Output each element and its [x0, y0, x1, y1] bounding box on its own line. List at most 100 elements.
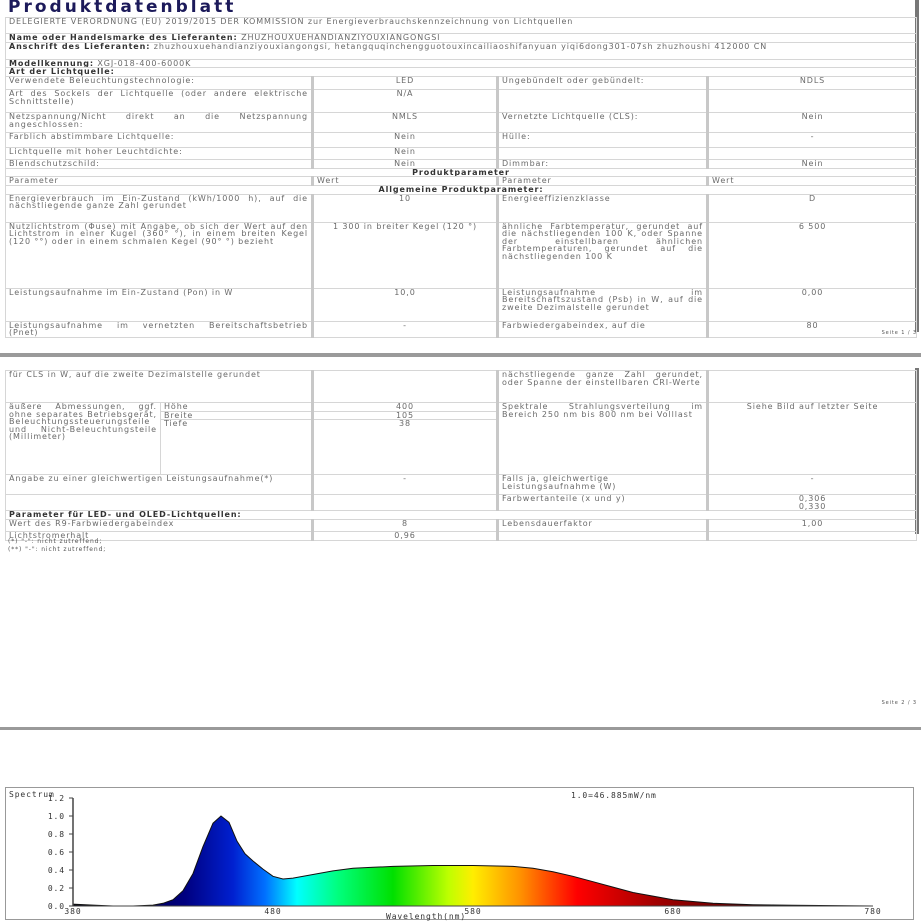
value: 8 — [311, 518, 499, 532]
param: Leistungsaufnahme im vernetzten Bereitsc… — [5, 320, 313, 338]
value: Nein — [311, 132, 498, 149]
col-value: Wert — [311, 176, 498, 186]
y-tick-label: 0.4 — [48, 866, 65, 875]
param: Wert des R9-Farbwiedergabeindex — [4, 518, 314, 532]
value: 10,0 — [311, 287, 498, 322]
footnote-1: (*) "-": nicht zutreffend; — [8, 538, 103, 545]
param: Verwendete Beleuchtungstechnologie: — [5, 76, 313, 91]
value: Nein — [311, 159, 498, 169]
table-row: Verwendete Beleuchtungstechnologie: LED Un… — [5, 76, 918, 91]
chroma-x: 0,306 — [798, 494, 827, 504]
param: Netzspannung/Nicht direkt an die Netzspa… — [5, 112, 313, 134]
value: LED — [311, 76, 498, 91]
value: Nein — [705, 112, 918, 134]
param: Falls ja, gleichwertige Leistungsaufnahm… — [496, 474, 709, 496]
value: Nein — [705, 159, 918, 169]
dim-value: 400 — [311, 402, 499, 412]
y-tick-label: 1.2 — [48, 794, 65, 803]
value: 80 — [705, 320, 918, 338]
value: Siehe Bild auf letzter Seite — [706, 401, 918, 476]
param: Art des Sockels der Lichtquelle (oder an… — [5, 89, 313, 114]
param: Hülle: — [496, 132, 708, 149]
param: Lebensdauerfaktor — [496, 518, 709, 532]
table-row: Blendschutzschild: Nein Dimmbar: Nein — [5, 159, 918, 169]
y-axis-label: Spectrum — [9, 790, 55, 799]
value: - — [311, 320, 498, 338]
col-value: Wert — [705, 176, 918, 186]
supplier-value: ZHUZHOUXUEHANDIANZIYOUXIANGONGSI — [241, 33, 441, 42]
page-title: Produktdatenblatt — [8, 0, 237, 17]
x-axis-label: Wavelength(nm) — [386, 912, 466, 921]
col-param: Parameter — [496, 176, 708, 186]
spectrum-area — [72, 815, 874, 907]
param: Dimmbar: — [496, 159, 708, 169]
param: Leistungsaufnahme im Bereitschaftszustan… — [496, 287, 708, 322]
table-row: Nutzlichtstrom (Φuse) mit Angabe, ob sic… — [5, 221, 918, 289]
value: N/A — [311, 89, 498, 114]
dim-value: 38 — [311, 419, 499, 476]
x-tick-label: 780 — [864, 907, 881, 916]
x-tick-label: 480 — [264, 907, 281, 916]
value: 1 300 in breiter Kegel (120 °) — [311, 221, 498, 289]
page-number: Seite 2 / 3 — [881, 700, 917, 706]
value: NMLS — [311, 112, 498, 134]
page-2: für CLS in W, auf die zweite Dezimalstel… — [0, 358, 921, 727]
param: nächstliegende ganze Zahl gerundet, oder… — [496, 370, 709, 403]
value: NDLS — [705, 76, 918, 91]
dim-key: Tiefe — [159, 419, 314, 476]
product-sheet-table-2: für CLS in W, auf die zweite Dezimalstel… — [4, 370, 918, 541]
param: Leistungsaufnahme im Ein-Zustand (Pon) i… — [5, 287, 313, 322]
table-row: Farbwertanteile (x und y) 0,306 0,330 — [4, 494, 918, 512]
table-row: Leistungsaufnahme im Ein-Zustand (Pon) i… — [5, 287, 918, 322]
x-tick-label: 680 — [664, 907, 681, 916]
param: Blendschutzschild: — [5, 159, 313, 169]
x-tick-label: 580 — [464, 907, 481, 916]
light-type-heading: Art der Lichtquelle: — [4, 67, 918, 78]
table-row: Art des Sockels der Lichtquelle (oder an… — [5, 89, 918, 114]
param: Spektrale Strahlungsverteilung im Bereic… — [496, 401, 709, 476]
table-row: Lichtquelle mit hoher Leuchtdichte: Nein — [5, 147, 918, 161]
supplier-label: Name oder Handelsmarke des Lieferanten: — [9, 33, 238, 42]
chart-title: 1.0=46.885mW/nm — [571, 791, 657, 800]
x-tick-label: 380 — [64, 907, 81, 916]
page-number: Seite 1 / 3 — [881, 330, 917, 336]
param: Angabe zu einer gleichwertigen Leistungs… — [4, 474, 314, 496]
y-tick-label: 0.2 — [48, 884, 65, 893]
value: D — [705, 193, 918, 223]
param: Nutzlichtstrom (Φuse) mit Angabe, ob sic… — [5, 221, 313, 289]
page-1: Produktdatenblatt DELEGIERTE VERORDNUNG … — [0, 0, 921, 353]
page-separator — [0, 727, 921, 730]
model-value: XGJ-018-400-6000K — [97, 59, 192, 68]
value: 0,00 — [705, 287, 918, 322]
param: Ungebündelt oder gebündelt: — [496, 76, 708, 91]
value: 0,96 — [311, 530, 499, 541]
table-row: Leistungsaufnahme im vernetzten Bereitsc… — [5, 320, 918, 338]
table-row: Energieverbrauch im Ein-Zustand (kWh/100… — [5, 193, 918, 223]
table-row: Wert des R9-Farbwiedergabeindex 8 Lebensda… — [4, 518, 918, 532]
value: 10 — [311, 193, 498, 223]
param: Lichtquelle mit hoher Leuchtdichte: — [5, 147, 313, 161]
dimensions-label: äußere Abmessungen, ggf. ohne separates … — [5, 401, 161, 476]
product-sheet-table-1: DELEGIERTE VERORDNUNG (EU) 2019/2015 DER… — [4, 17, 918, 338]
param: Farbwertanteile (x und y) — [496, 494, 709, 512]
dim-key: Breite — [159, 410, 314, 421]
led-params-heading: Parameter für LED- und OLED-Lichtquellen… — [4, 510, 918, 520]
dim-key: Höhe — [159, 402, 314, 412]
y-tick-label: 0.8 — [48, 830, 65, 839]
y-tick-label: 1.0 — [48, 812, 65, 821]
param: für CLS in W, auf die zweite Dezimalstel… — [4, 370, 314, 403]
header-row: Parameter Wert Parameter Wert — [5, 176, 918, 186]
table-row: äußere Abmessungen, ggf. ohne separates … — [5, 401, 918, 476]
spectrum-svg: Spectrum 1.0=46.885mW/nm Wavelength(nm) … — [9, 790, 881, 921]
table-row: Netzspannung/Nicht direkt an die Netzspa… — [5, 112, 918, 134]
col-param: Parameter — [5, 176, 313, 186]
address-label: Anschrift des Lieferanten: — [9, 42, 151, 51]
subtitle: DELEGIERTE VERORDNUNG (EU) 2019/2015 DER… — [4, 17, 918, 34]
footnote-2: (**) "-": nicht zutreffend; — [8, 546, 107, 553]
table-row: für CLS in W, auf die zweite Dezimalstel… — [4, 370, 918, 403]
dim-value: 105 — [311, 410, 499, 421]
table-row: Lichtstromerhalt 0,96 — [4, 530, 918, 541]
value: Nein — [311, 147, 498, 161]
model-label: Modellkennung: — [9, 59, 94, 68]
general-params-heading: Allgemeine Produktparameter: — [4, 184, 918, 195]
